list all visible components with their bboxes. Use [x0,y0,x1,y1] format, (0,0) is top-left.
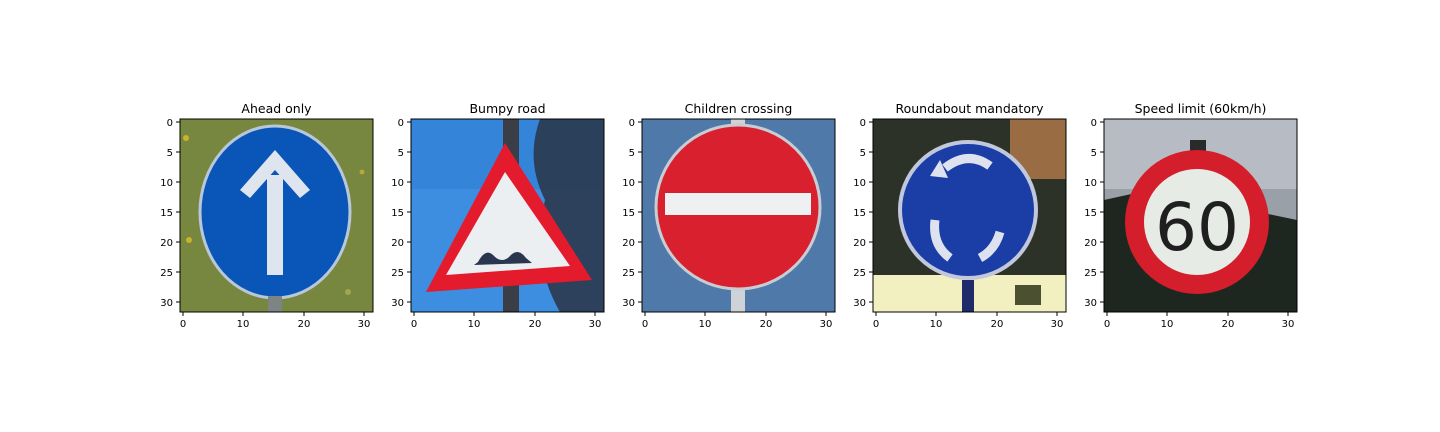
y-tick-label: 30 [622,298,635,309]
y-tick-label: 25 [160,268,173,279]
panel-children-crossing: Children crossing [641,101,836,313]
y-tick-label: 20 [853,238,866,249]
x-tick-label: 0 [180,319,186,330]
y-tick-label: 25 [853,268,866,279]
y-tick-label: 15 [1084,208,1097,219]
x-tick-label: 0 [411,319,417,330]
panel-speed-limit-60: Speed limit (60km/h) 60 [1103,101,1298,313]
sign-image-ahead-only [180,119,373,312]
y-tick-label: 20 [622,238,635,249]
panel-roundabout-mandatory: Roundabout mandatory [872,101,1067,313]
x-axis: 0 10 20 30 [642,312,833,330]
sign-image-bumpy-road [411,119,604,312]
panel-title: Roundabout mandatory [895,101,1044,116]
y-tick-label: 15 [160,208,173,219]
x-tick-label: 10 [237,319,250,330]
y-tick-label: 5 [398,148,404,159]
x-tick-label: 20 [991,319,1004,330]
y-axis: 0 5 10 15 20 25 30 [853,118,873,309]
y-tick-label: 10 [853,178,866,189]
y-tick-label: 25 [622,268,635,279]
y-tick-label: 30 [853,298,866,309]
x-tick-label: 0 [1104,319,1110,330]
sign-image-speed-limit-60: 60 [1104,119,1297,312]
x-tick-label: 10 [930,319,943,330]
y-tick-label: 20 [1084,238,1097,249]
x-axis: 0 10 20 30 [180,312,371,330]
y-tick-label: 20 [160,238,173,249]
x-tick-label: 10 [699,319,712,330]
panel-title: Speed limit (60km/h) [1135,101,1267,116]
x-tick-label: 10 [468,319,481,330]
y-tick-label: 0 [629,118,635,129]
y-tick-label: 0 [167,118,173,129]
y-tick-label: 20 [391,238,404,249]
x-tick-label: 30 [820,319,833,330]
sign-image-roundabout-mandatory [873,119,1066,312]
y-tick-label: 5 [860,148,866,159]
x-tick-label: 30 [589,319,602,330]
y-tick-label: 5 [167,148,173,159]
axes-panel-1: 0 10 20 30 0 5 10 15 20 25 30 [391,118,601,330]
y-tick-label: 30 [160,298,173,309]
x-tick-label: 10 [1161,319,1174,330]
x-axis: 0 10 20 30 [873,312,1064,330]
panel-bumpy-road: Bumpy road [410,101,605,313]
y-axis: 0 5 10 15 20 25 30 [1084,118,1104,309]
axes-panel-2: 0 10 20 30 0 5 10 15 20 25 30 [622,118,832,330]
y-tick-label: 0 [860,118,866,129]
x-tick-label: 20 [1222,319,1235,330]
y-tick-label: 0 [1091,118,1097,129]
y-tick-label: 10 [622,178,635,189]
x-tick-label: 0 [873,319,879,330]
y-tick-label: 15 [853,208,866,219]
y-tick-label: 10 [1084,178,1097,189]
panel-title: Ahead only [241,101,312,116]
x-tick-label: 30 [1282,319,1295,330]
axes-panel-4: 0 10 20 30 0 5 10 15 20 25 30 [1084,118,1294,330]
y-tick-label: 15 [391,208,404,219]
y-tick-label: 25 [391,268,404,279]
x-axis: 0 10 20 30 [411,312,602,330]
panel-title: Children crossing [685,101,793,116]
y-tick-label: 25 [1084,268,1097,279]
x-tick-label: 20 [760,319,773,330]
y-tick-label: 30 [391,298,404,309]
x-tick-label: 0 [642,319,648,330]
x-tick-label: 20 [529,319,542,330]
y-tick-label: 10 [391,178,404,189]
x-axis: 0 10 20 30 [1104,312,1295,330]
y-tick-label: 30 [1084,298,1097,309]
sign-image-children-crossing [642,119,835,312]
y-tick-label: 5 [629,148,635,159]
panel-title: Bumpy road [469,101,545,116]
speed-limit-sign-text: 60 [1155,189,1239,266]
y-tick-label: 5 [1091,148,1097,159]
axes-panel-3: 0 10 20 30 0 5 10 15 20 25 30 [853,118,1063,330]
y-tick-label: 15 [622,208,635,219]
y-axis: 0 5 10 15 20 25 30 [391,118,411,309]
x-tick-label: 30 [358,319,371,330]
axes-panel-0: 0 10 20 30 0 5 10 15 20 25 30 [160,118,370,330]
y-axis: 0 5 10 15 20 25 30 [160,118,180,309]
y-axis: 0 5 10 15 20 25 30 [622,118,642,309]
y-tick-label: 10 [160,178,173,189]
y-tick-label: 0 [398,118,404,129]
x-tick-label: 30 [1051,319,1064,330]
panel-ahead-only: Ahead only [179,101,374,313]
x-tick-label: 20 [298,319,311,330]
